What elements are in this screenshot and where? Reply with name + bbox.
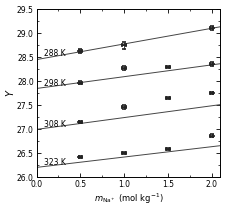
Text: 298 K: 298 K (43, 79, 65, 88)
Text: 323 K: 323 K (43, 158, 65, 167)
Text: 308 K: 308 K (43, 120, 65, 129)
Y-axis label: Y: Y (6, 90, 16, 96)
X-axis label: $m_{\mathrm{Na^+}}$ (mol kg$^{-1}$): $m_{\mathrm{Na^+}}$ (mol kg$^{-1}$) (93, 192, 163, 206)
Text: 288 K: 288 K (43, 49, 65, 58)
